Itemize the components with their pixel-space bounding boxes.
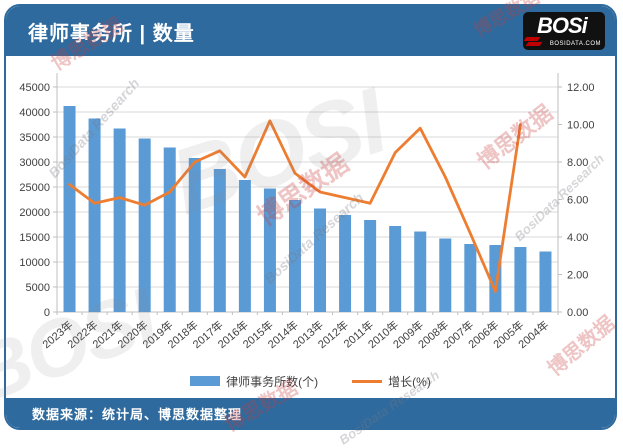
bar-series-swatch-icon bbox=[190, 376, 221, 386]
left-axis-tick-label: 40000 bbox=[19, 107, 50, 119]
bar-2007年[interactable] bbox=[464, 244, 477, 312]
right-axis-tick-label: 0.00 bbox=[567, 307, 588, 319]
bar-2016年[interactable] bbox=[238, 180, 251, 312]
bar-2004年[interactable] bbox=[539, 251, 552, 313]
line-series-swatch-icon bbox=[352, 379, 383, 383]
bosi-logo-text: BOSi bbox=[537, 13, 588, 38]
bar-2020年[interactable] bbox=[138, 138, 151, 313]
logo-stripe-icon bbox=[525, 42, 543, 46]
page-title: 律师事务所 | 数量 bbox=[28, 22, 195, 45]
left-axis-tick-label: 25000 bbox=[19, 182, 50, 194]
right-axis-tick-label: 12.00 bbox=[567, 82, 595, 94]
left-axis-tick-label: 15000 bbox=[19, 232, 50, 244]
left-axis-tick-label: 20000 bbox=[19, 207, 50, 219]
bosi-logo: BOSi BOSIDATA.COM bbox=[523, 12, 605, 50]
left-axis-tick-label: 30000 bbox=[19, 157, 50, 169]
bar-2008年[interactable] bbox=[439, 238, 452, 313]
logo-stripe-icon bbox=[523, 37, 541, 41]
bar-2018年[interactable] bbox=[188, 158, 201, 312]
bar-2011年[interactable] bbox=[364, 220, 377, 312]
bar-2023年[interactable] bbox=[63, 106, 76, 312]
bar-2017年[interactable] bbox=[213, 169, 226, 312]
legend-item-firms[interactable]: 律师事务所数(个) bbox=[190, 373, 318, 390]
legend-label-firms: 律师事务所数(个) bbox=[226, 374, 319, 389]
bar-2019年[interactable] bbox=[163, 147, 176, 313]
right-axis-tick-label: 6.00 bbox=[567, 195, 588, 207]
chart-header: 律师事务所 | 数量 BOSi BOSIDATA.COM bbox=[6, 6, 615, 56]
bar-2021年[interactable] bbox=[113, 128, 126, 313]
left-axis-tick-label: 5000 bbox=[26, 282, 50, 294]
bar-2014年[interactable] bbox=[288, 200, 301, 312]
growth-line[interactable] bbox=[68, 119, 522, 293]
bar-2013年[interactable] bbox=[314, 208, 327, 313]
left-axis-tick-label: 45000 bbox=[19, 82, 50, 94]
legend-label-growth: 增长(%) bbox=[388, 374, 431, 389]
left-axis-tick-label: 0 bbox=[44, 307, 50, 319]
left-axis-tick-label: 35000 bbox=[19, 132, 50, 144]
right-axis-tick-label: 10.00 bbox=[567, 120, 595, 132]
chart-footer: 数据来源：统计局、博思数据整理 bbox=[6, 398, 615, 428]
chart-canvas: 45000 40000 35000 30000 25000 20000 15000 10000… bbox=[19, 73, 595, 351]
legend-item-growth[interactable]: 增长(%) bbox=[352, 373, 431, 390]
chart-legend: 律师事务所数(个) 增长(%) bbox=[6, 368, 615, 394]
bar-2022年[interactable] bbox=[88, 118, 101, 313]
left-axis-tick-label: 10000 bbox=[19, 257, 50, 269]
right-axis-tick-label: 4.00 bbox=[567, 232, 588, 244]
right-axis-tick-label: 2.00 bbox=[567, 270, 588, 282]
bar-2010年[interactable] bbox=[389, 226, 402, 312]
bar-2015年[interactable] bbox=[263, 188, 276, 313]
right-axis-tick-label: 8.00 bbox=[567, 157, 588, 169]
data-source-text: 数据来源：统计局、博思数据整理 bbox=[32, 406, 243, 422]
bar-2006年[interactable] bbox=[489, 245, 502, 312]
chart-area: 45000 40000 35000 30000 25000 20000 15000 10000… bbox=[6, 56, 615, 368]
bar-2005年[interactable] bbox=[514, 247, 527, 312]
bosi-logo-url: BOSIDATA.COM bbox=[549, 41, 601, 47]
chart-card: 律师事务所 | 数量 BOSi BOSIDATA.COM 45000 40000 3… bbox=[4, 4, 617, 430]
bar-2012年[interactable] bbox=[339, 215, 352, 312]
bar-2009年[interactable] bbox=[414, 231, 427, 313]
